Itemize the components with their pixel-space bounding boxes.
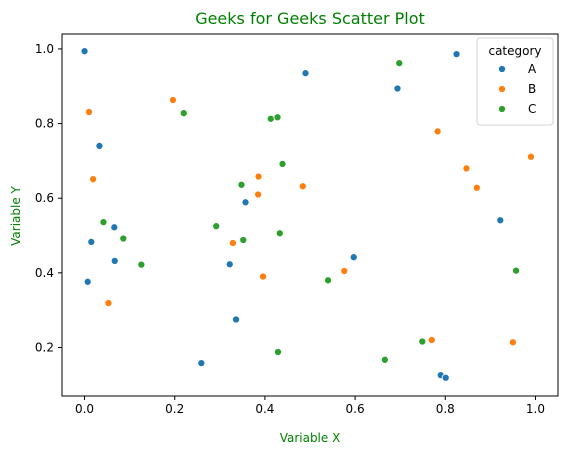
data-point — [349, 253, 358, 262]
y-tick-label: 0.8 — [35, 117, 54, 131]
data-point — [441, 373, 450, 382]
y-tick-label: 0.6 — [35, 191, 54, 205]
legend-label: B — [528, 82, 536, 96]
x-axis: 0.0 0.2 0.4 0.6 0.8 1.0 — [75, 396, 545, 416]
data-point — [254, 190, 263, 199]
y-axis: 0.2 0.4 0.6 0.8 1.0 — [35, 42, 62, 354]
data-point — [298, 182, 307, 191]
x-tick-label: 0.0 — [75, 402, 94, 416]
data-point — [462, 164, 471, 173]
data-point — [197, 359, 206, 368]
x-tick-label: 1.0 — [526, 402, 545, 416]
legend-marker — [497, 104, 507, 114]
data-point — [87, 237, 96, 246]
data-point — [259, 272, 268, 281]
data-point — [179, 109, 188, 118]
data-point — [508, 338, 517, 347]
data-point — [266, 114, 275, 123]
data-point — [512, 266, 521, 275]
data-point — [137, 260, 146, 269]
data-point — [380, 355, 389, 364]
data-point — [393, 84, 402, 93]
data-point — [85, 107, 94, 117]
data-point — [241, 198, 250, 207]
y-tick-label: 0.4 — [35, 266, 54, 280]
data-point — [104, 299, 113, 308]
data-point — [212, 222, 221, 231]
y-tick-label: 0.2 — [35, 340, 54, 354]
data-point — [237, 180, 246, 189]
data-point — [323, 276, 333, 285]
data-point — [275, 229, 284, 238]
x-axis-label: Variable X — [280, 431, 341, 445]
x-tick-label: 0.2 — [165, 402, 184, 416]
data-point — [433, 127, 442, 136]
data-point — [89, 175, 98, 184]
legend-marker — [497, 64, 507, 74]
data-point — [239, 235, 248, 245]
data-point — [119, 234, 128, 243]
data-point — [301, 69, 310, 78]
scatter-points — [80, 47, 535, 382]
data-point — [452, 50, 461, 59]
legend-label: A — [528, 62, 537, 76]
x-tick-label: 0.6 — [346, 402, 365, 416]
chart-title: Geeks for Geeks Scatter Plot — [195, 9, 425, 28]
data-point — [110, 223, 119, 232]
x-tick-label: 0.4 — [255, 402, 274, 416]
legend-title: category — [488, 44, 541, 58]
plot-area — [61, 33, 559, 397]
data-point — [168, 96, 177, 105]
y-tick-label: 1.0 — [35, 42, 54, 56]
legend: category ABC — [476, 37, 554, 126]
data-point — [472, 183, 481, 192]
data-point — [427, 335, 436, 345]
data-point — [278, 159, 287, 168]
legend-marker — [497, 84, 507, 94]
data-point — [273, 347, 283, 357]
data-point — [496, 216, 505, 225]
legend-box — [476, 37, 554, 126]
data-point — [99, 218, 108, 227]
data-point — [95, 141, 104, 151]
data-point — [110, 256, 119, 265]
x-tick-label: 0.8 — [436, 402, 455, 416]
data-point — [526, 152, 535, 161]
data-point — [254, 172, 263, 181]
legend-label: C — [528, 102, 536, 116]
data-point — [228, 238, 237, 248]
data-point — [80, 47, 89, 56]
data-point — [395, 59, 404, 68]
y-axis-label: Variable Y — [9, 185, 23, 245]
data-point — [232, 315, 241, 324]
data-point — [225, 260, 234, 269]
data-point — [83, 277, 92, 286]
data-point — [418, 337, 427, 346]
data-point — [340, 266, 349, 276]
data-point — [273, 113, 282, 122]
